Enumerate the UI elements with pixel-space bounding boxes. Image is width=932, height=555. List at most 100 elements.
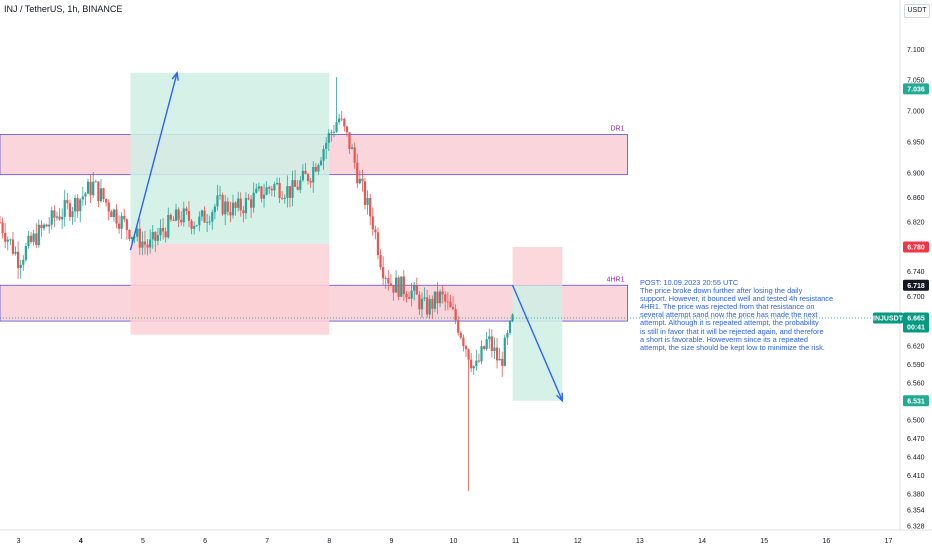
candle-body [294,180,297,187]
x-tick-label: 5 [141,538,145,545]
candle-body [296,186,299,190]
candle-body [252,192,255,208]
candle-body [190,220,193,229]
ticker-countdown-label: 00:41 [907,324,925,331]
candle-body [99,188,103,202]
target-area [130,72,330,244]
candle-body [239,198,242,211]
candle-body [29,235,33,242]
x-tick-label: 8 [327,538,331,545]
candle-body [244,198,248,214]
candle-body [376,232,380,256]
candle-body [17,251,20,269]
stop-area [512,246,563,286]
candle-body [247,198,250,200]
candle-body [154,232,157,241]
y-tick-label: 6.410 [907,473,925,480]
candle-body [107,202,110,212]
candle-body [208,221,211,223]
candle-body [488,336,491,340]
candle-body [343,118,346,127]
candle-body [330,132,333,134]
candle-body [415,285,418,295]
candle-body [193,226,196,229]
currency-selector[interactable]: USDT [904,4,930,18]
candle-body [288,186,292,198]
candle-body [306,174,310,181]
candle-body [428,299,431,315]
candle-body [110,211,113,218]
y-tick-label: 6.860 [907,195,925,202]
candle-body [172,219,175,221]
candle-body [229,211,232,216]
note-line: The price broke down further after losin… [640,286,803,296]
y-tick-label: 6.328 [907,524,925,531]
candle-body [255,188,258,193]
candle-body [319,160,323,166]
candle-body [418,294,421,310]
candle-body [423,297,426,299]
candle-body [304,170,307,175]
candle-body [167,214,170,238]
candle-body [123,215,126,220]
y-tick-label: 6.560 [907,380,925,387]
candle-body [495,347,499,361]
x-tick-label: 6 [203,538,207,545]
candle-body [11,239,15,254]
candle-body [338,118,341,123]
candle-body [128,229,131,239]
candle-body [151,232,154,240]
candle-body [55,216,59,218]
zone-label: 4HR1 [607,276,625,283]
candle-body [397,277,400,297]
y-tick-label: 6.950 [907,139,925,146]
price-tag-label: 6.780 [907,244,925,251]
ticker-symbol-label: INJUSDT [873,315,904,322]
candle-body [81,196,84,200]
candle-body [325,142,328,149]
candle-body [374,229,377,233]
candle-body [35,233,38,246]
candle-body [136,228,139,237]
candle-body [449,301,452,308]
candle-body [185,208,188,211]
candle-body [363,181,367,205]
x-tick-label: 17 [885,538,893,545]
candle-body [115,209,118,224]
candle-body [345,126,348,133]
trend-arrow [129,72,178,251]
candle-body [102,188,105,200]
price-tag-label: 7.036 [907,86,925,93]
candle-body [413,285,416,291]
candle-body [301,170,304,181]
candle-body [431,299,434,309]
candle-body [105,199,108,203]
candle-body [143,241,147,245]
note-line: attempt, the size should be kept low to … [640,342,825,352]
x-tick-label: 15 [760,538,768,545]
x-tick-label: 13 [636,538,644,545]
candle-body [350,147,354,149]
candle-body [366,198,369,205]
candle-body [6,239,9,242]
note-line: a short is favorable. Howeverm since its… [640,334,809,344]
x-tick-label: 4 [79,538,83,545]
candle-body [389,283,393,286]
candle-body [161,227,165,232]
candle-body [79,199,82,212]
candle-body [475,360,478,367]
candle-body [438,291,442,304]
price-tag [903,83,929,95]
y-tick-label: 7.050 [907,78,925,85]
candle-body [237,198,240,208]
candle-body [275,182,279,185]
candle-body [405,294,408,298]
candle-body [312,166,315,183]
candle-body [420,298,424,310]
arrow-head [171,71,179,81]
candle-body [394,277,398,293]
candle-body [382,267,385,279]
candle-body [187,210,191,221]
